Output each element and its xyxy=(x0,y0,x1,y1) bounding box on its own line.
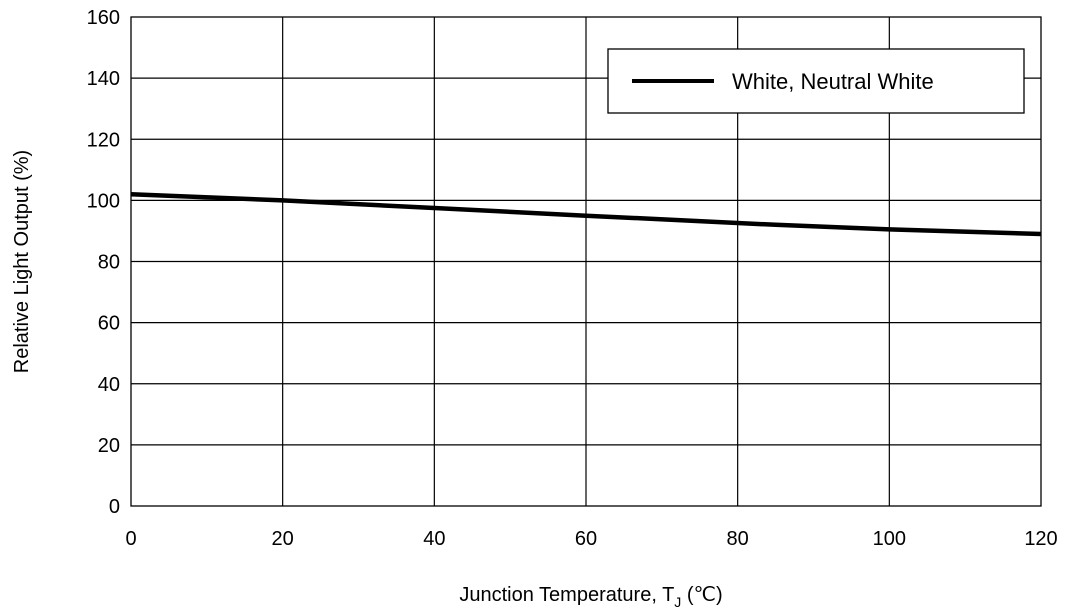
tick-labels: 0 20 40 60 80 100 120 140 160 0 20 40 60 80 100 120 xyxy=(87,7,1058,550)
x-tick-label: 0 xyxy=(125,528,136,550)
plot-area-frame xyxy=(130,16,1042,507)
y-tick-label: 60 xyxy=(98,313,120,335)
x-axis-title-unit: (℃) xyxy=(681,584,722,606)
grid xyxy=(131,17,1041,506)
legend-label: White, Neutral White xyxy=(732,69,934,94)
y-tick-label: 160 xyxy=(87,7,120,29)
series-layer xyxy=(130,192,1042,237)
series-line xyxy=(130,192,1042,237)
y-tick-label: 100 xyxy=(87,190,120,212)
y-tick-label: 140 xyxy=(87,68,120,90)
x-tick-label: 60 xyxy=(575,528,597,550)
legend: White, Neutral White xyxy=(607,48,1025,114)
x-tick-label: 120 xyxy=(1024,528,1057,550)
y-tick-label: 0 xyxy=(109,496,120,518)
y-tick-label: 40 xyxy=(98,374,120,396)
y-tick-label: 20 xyxy=(98,435,120,457)
x-tick-label: 100 xyxy=(873,528,906,550)
x-tick-label: 80 xyxy=(727,528,749,550)
x-axis-title: Junction Temperature, TJ (℃) xyxy=(459,584,722,610)
y-axis-title: Relative Light Output (%) xyxy=(11,150,33,373)
x-tick-label: 40 xyxy=(423,528,445,550)
y-tick-label: 120 xyxy=(87,129,120,151)
x-axis-title-main: Junction Temperature, T xyxy=(459,584,674,606)
x-tick-label: 20 xyxy=(272,528,294,550)
x-axis-title-subscript: J xyxy=(674,594,681,610)
y-tick-label: 80 xyxy=(98,252,120,274)
